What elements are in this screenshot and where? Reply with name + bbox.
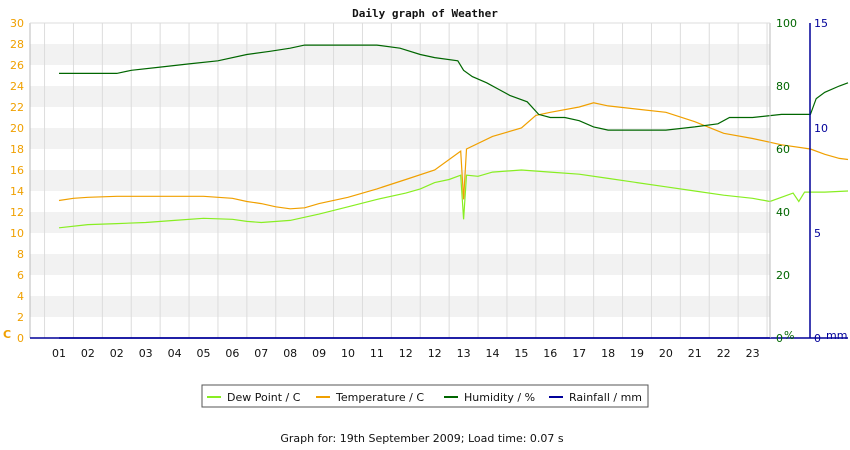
x-tick-label: 16: [543, 347, 557, 360]
humidity-tick-label: 100: [776, 17, 797, 30]
legend-entry-rainfall: Rainfall / mm: [549, 391, 642, 404]
legend-label-temperature: Temperature / C: [335, 391, 424, 404]
left-tick-label: 28: [10, 38, 24, 51]
left-tick-label: 22: [10, 101, 24, 114]
left-tick-label: 20: [10, 122, 24, 135]
legend-box: [201, 384, 649, 408]
chart-title: Daily graph of Weather: [352, 7, 498, 20]
x-tick-label: 02: [110, 347, 124, 360]
plot-band: [30, 233, 770, 254]
left-tick-label: 6: [17, 269, 24, 282]
x-tick-label: 17: [572, 347, 586, 360]
left-tick-label: 16: [10, 164, 24, 177]
x-tick-label: 14: [486, 347, 500, 360]
plot-band: [30, 170, 770, 191]
x-tick-label: 22: [717, 347, 731, 360]
plot-band: [30, 254, 770, 275]
footer-caption: Graph for: 19th September 2009; Load tim…: [280, 432, 564, 445]
axes-layer: [29, 22, 811, 339]
humidity-axis-ticks: 0 20 40 60 80 100: [776, 17, 797, 345]
plot-band: [30, 86, 770, 107]
plot-band: [30, 107, 770, 128]
plot-band: [30, 275, 770, 296]
x-tick-label: 05: [197, 347, 211, 360]
plot-band: [30, 191, 770, 212]
series-line-dew: [58, 169, 849, 229]
plot-band: [30, 128, 770, 149]
x-tick-label: 12: [399, 347, 413, 360]
left-tick-label: 14: [10, 185, 24, 198]
legend-label-rainfall: Rainfall / mm: [569, 391, 642, 404]
vertical-gridlines: [44, 23, 768, 338]
x-tick-label: 20: [659, 347, 673, 360]
plot-band: [30, 23, 770, 44]
humidity-tick-label: 80: [776, 80, 790, 93]
humidity-axis-unit: %: [784, 329, 794, 342]
left-axis-unit: C: [3, 328, 11, 341]
legend: Dew Point / C Temperature / C Humidity /…: [201, 384, 649, 408]
plot-band: [30, 65, 770, 86]
left-tick-label: 30: [10, 17, 24, 30]
x-tick-label: 08: [283, 347, 297, 360]
x-tick-label: 02: [81, 347, 95, 360]
humidity-tick-label: 60: [776, 143, 790, 156]
x-tick-label: 13: [457, 347, 471, 360]
rainfall-tick-label: 0: [814, 332, 821, 345]
rainfall-axis-ticks: 0 5 10 15: [814, 17, 828, 345]
rainfall-tick-label: 15: [814, 17, 828, 30]
x-tick-label: 15: [514, 347, 528, 360]
left-tick-label: 24: [10, 80, 24, 93]
plot-band: [30, 212, 770, 233]
series-line-humidity: [59, 44, 849, 131]
x-tick-label: 11: [370, 347, 384, 360]
x-tick-label: 10: [341, 347, 355, 360]
x-tick-label: 03: [139, 347, 153, 360]
x-tick-label: 06: [225, 347, 239, 360]
left-tick-label: 26: [10, 59, 24, 72]
x-axis-ticks: 01 02 02 03 04 05 06 07 08 09 10 11 12 12 13 14 15 16 17 18…: [52, 347, 760, 360]
left-tick-label: 10: [10, 227, 24, 240]
series-line-temperature: [58, 102, 849, 210]
x-tick-label: 01: [52, 347, 66, 360]
legend-entry-temperature: Temperature / C: [316, 391, 424, 404]
x-tick-label: 12: [428, 347, 442, 360]
rainfall-tick-label: 5: [814, 227, 821, 240]
left-tick-label: 0: [17, 332, 24, 345]
legend-entry-dew-point: Dew Point / C: [207, 391, 301, 404]
rainfall-tick-label: 10: [814, 122, 828, 135]
plot-band: [30, 317, 770, 338]
rainfall-axis-unit: mm: [826, 329, 847, 342]
humidity-tick-label: 0: [776, 332, 783, 345]
legend-label-dew-point: Dew Point / C: [227, 391, 301, 404]
x-tick-label: 23: [746, 347, 760, 360]
x-tick-label: 04: [168, 347, 182, 360]
left-tick-label: 12: [10, 206, 24, 219]
plot-band: [30, 44, 770, 65]
humidity-tick-label: 20: [776, 269, 790, 282]
plot-background: [30, 23, 770, 338]
humidity-tick-label: 40: [776, 206, 790, 219]
plot-band: [30, 296, 770, 317]
x-tick-label: 21: [688, 347, 702, 360]
legend-entry-humidity: Humidity / %: [444, 391, 535, 404]
left-tick-label: 2: [17, 311, 24, 324]
left-tick-label: 8: [17, 248, 24, 261]
left-tick-label: 18: [10, 143, 24, 156]
x-tick-label: 18: [601, 347, 615, 360]
x-tick-label: 07: [254, 347, 268, 360]
left-tick-label: 4: [17, 290, 24, 303]
x-tick-label: 09: [312, 347, 326, 360]
plot-band: [30, 149, 770, 170]
x-tick-label: 19: [630, 347, 644, 360]
legend-label-humidity: Humidity / %: [464, 391, 535, 404]
